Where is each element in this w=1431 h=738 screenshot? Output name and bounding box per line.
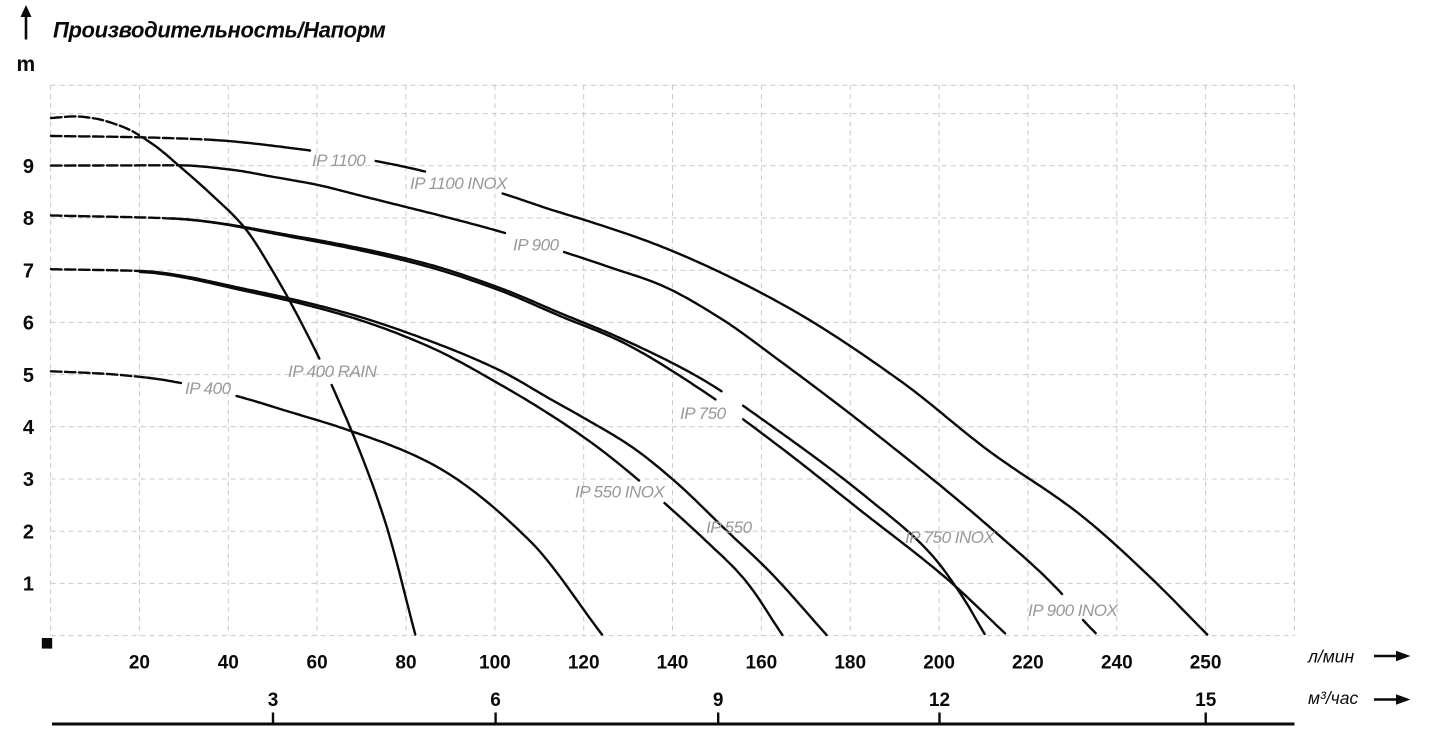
svg-text:8: 8 <box>23 208 34 230</box>
svg-text:м³/час: м³/час <box>1308 688 1358 708</box>
svg-text:140: 140 <box>657 653 689 674</box>
svg-text:Производительность/Напорм: Производительность/Напорм <box>53 18 386 43</box>
svg-text:IP 900: IP 900 <box>513 236 560 255</box>
svg-text:60: 60 <box>307 653 328 674</box>
svg-text:2: 2 <box>23 521 34 543</box>
svg-text:220: 220 <box>1012 653 1044 674</box>
svg-text:120: 120 <box>568 653 600 674</box>
svg-text:240: 240 <box>1101 653 1133 674</box>
svg-text:IP 400: IP 400 <box>185 379 232 398</box>
svg-text:IP 900 INOX: IP 900 INOX <box>1028 601 1118 620</box>
svg-text:1: 1 <box>23 574 34 596</box>
svg-text:6: 6 <box>490 690 501 711</box>
svg-text:3: 3 <box>23 469 34 491</box>
svg-text:4: 4 <box>23 417 35 439</box>
svg-text:15: 15 <box>1195 690 1217 711</box>
svg-text:IP 550: IP 550 <box>706 518 753 537</box>
svg-text:m: m <box>17 53 36 76</box>
svg-text:IP 1100 INOX: IP 1100 INOX <box>410 174 508 193</box>
svg-text:200: 200 <box>923 653 955 674</box>
svg-text:6: 6 <box>23 313 34 335</box>
svg-text:12: 12 <box>929 690 950 711</box>
svg-text:IP 750 INOX: IP 750 INOX <box>905 528 995 547</box>
svg-text:7: 7 <box>23 260 34 282</box>
svg-text:20: 20 <box>129 653 150 674</box>
svg-text:5: 5 <box>23 365 34 387</box>
svg-text:IP 750: IP 750 <box>680 404 727 423</box>
svg-text:160: 160 <box>746 653 778 674</box>
svg-text:40: 40 <box>218 653 239 674</box>
svg-text:IP 550 INOX: IP 550 INOX <box>575 483 665 502</box>
svg-text:9: 9 <box>23 156 34 178</box>
svg-text:IP 1100: IP 1100 <box>312 151 366 170</box>
svg-text:100: 100 <box>479 653 511 674</box>
svg-text:80: 80 <box>395 653 416 674</box>
svg-text:180: 180 <box>834 653 866 674</box>
svg-text:л/мин: л/мин <box>1307 647 1354 667</box>
svg-text:9: 9 <box>713 690 724 711</box>
svg-text:3: 3 <box>268 690 279 711</box>
svg-text:IP 400 RAIN: IP 400 RAIN <box>288 362 378 381</box>
svg-text:250: 250 <box>1190 653 1222 674</box>
